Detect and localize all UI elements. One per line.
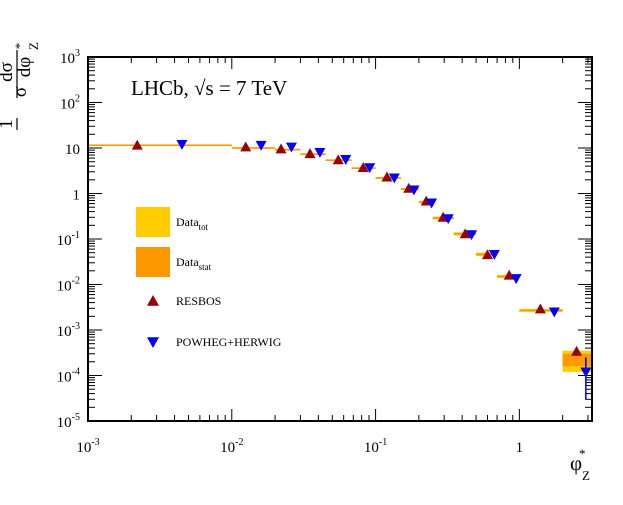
svg-text:LHCb, √s = 7 TeV: LHCb, √s = 7 TeV — [131, 76, 287, 100]
y-tick-label-base: 1 — [73, 188, 81, 204]
annotation-s: s — [206, 76, 214, 100]
powheg-point — [314, 148, 326, 158]
y-label-sigma: σ — [10, 87, 31, 97]
x-label-phi: φ — [570, 451, 582, 475]
y-tick-label-exp: -5 — [72, 412, 80, 423]
annotation-energy: = 7 TeV — [214, 76, 288, 100]
y-label-sub: Z — [26, 42, 41, 50]
y-axis-label: 1 σ dσ dφ * Z — [0, 42, 41, 130]
y-tick-label-base: 10 — [57, 324, 72, 340]
resbos-point — [381, 171, 393, 182]
legend-swatch — [136, 247, 170, 277]
resbos-point — [571, 345, 583, 356]
x-label-sup: * — [579, 446, 586, 461]
legend-label: Datastat — [176, 255, 212, 272]
resbos-point — [240, 141, 252, 152]
x-tick-label: 1 — [516, 440, 524, 456]
resbos-point — [304, 148, 316, 159]
y-tick-label-base: 10 — [57, 233, 72, 249]
powheg-point — [548, 307, 560, 318]
y-tick-label-exp: -4 — [72, 367, 80, 378]
y-tick-label: 10-4 — [57, 367, 80, 386]
x-tick-label: 10-3 — [76, 437, 99, 456]
y-tick-label: 102 — [60, 94, 80, 113]
y-tick-label: 10-3 — [57, 321, 80, 340]
legend-label: RESBOS — [176, 294, 221, 308]
resbos-point — [481, 249, 493, 260]
x-tick-label: 10-2 — [220, 437, 243, 456]
data-layer — [88, 139, 592, 400]
legend-label-text: POWHEG+HERWIG — [176, 335, 282, 349]
y-tick-label-base: 10 — [60, 51, 75, 67]
x-label-sub: Z — [582, 468, 590, 483]
powheg-point — [285, 142, 297, 153]
powheg-point — [408, 185, 420, 196]
y-tick-label-base: 10 — [60, 97, 75, 113]
y-tick-label: 103 — [60, 48, 80, 67]
legend-marker — [147, 337, 159, 348]
powheg-point — [510, 274, 522, 285]
y-tick-label-base: 10 — [57, 279, 72, 295]
y-tick-label-exp: -2 — [72, 276, 80, 287]
legend-label-text: Data — [176, 215, 199, 229]
legend-label-text: Data — [176, 255, 199, 269]
legend-label: Datatot — [176, 215, 209, 232]
powheg-point — [176, 139, 188, 150]
annotation-sqrt: √ — [194, 76, 206, 100]
plot-frame — [87, 56, 593, 422]
x-tick-label-exp: -2 — [235, 437, 243, 448]
legend-label-sub: stat — [199, 262, 212, 272]
legend-label: POWHEG+HERWIG — [176, 335, 282, 349]
experiment-annotation: LHCb, √s = 7 TeV — [131, 76, 287, 100]
legend-label-sub: tot — [199, 222, 209, 232]
y-tick-label-exp: 2 — [75, 94, 80, 105]
y-tick-label-exp: -3 — [72, 321, 80, 332]
legend-label-text: RESBOS — [176, 294, 221, 308]
y-label-sup: * — [12, 43, 27, 50]
resbos-point — [534, 303, 546, 314]
y-tick-label-exp: -1 — [72, 230, 80, 241]
powheg-point — [442, 214, 454, 225]
resbos-point — [131, 139, 143, 150]
y-tick-label: 10-1 — [57, 230, 80, 249]
y-tick-label-base: 10 — [65, 142, 80, 158]
y-tick-label: 10-5 — [57, 412, 80, 431]
resbos-point — [459, 228, 471, 239]
powheg-point — [388, 173, 400, 184]
legend-swatch — [136, 207, 170, 237]
powheg-point — [340, 155, 352, 165]
y-tick-label: 10-2 — [57, 276, 80, 295]
powheg-point — [426, 198, 438, 209]
resbos-point — [503, 269, 515, 280]
x-tick-label-base: 10 — [220, 440, 235, 456]
annotation-experiment: LHCb, — [131, 76, 194, 100]
y-label-dphi: dφ — [14, 57, 35, 78]
resbos-point — [332, 154, 344, 165]
resbos-point — [275, 143, 287, 154]
y-label-dsigma: dσ — [0, 62, 17, 82]
powheg-point — [255, 140, 267, 151]
legend-marker — [147, 295, 159, 306]
x-tick-label-base: 10 — [76, 440, 91, 456]
x-tick-label-exp: -1 — [379, 437, 387, 448]
powheg-point — [364, 163, 376, 174]
y-tick-label: 1 — [73, 188, 81, 204]
powheg-point — [488, 249, 500, 260]
powheg-point — [580, 367, 592, 378]
x-tick-label-base: 10 — [364, 440, 379, 456]
powheg-point — [466, 230, 478, 241]
x-tick-label-exp: -3 — [91, 437, 99, 448]
x-tick-label-base: 1 — [516, 440, 524, 456]
x-tick-label: 10-1 — [364, 437, 387, 456]
resbos-point — [357, 162, 369, 173]
y-tick-label-base: 10 — [57, 370, 72, 386]
y-tick-label-base: 10 — [57, 415, 72, 431]
x-axis-label: φ * Z — [570, 446, 590, 483]
y-label-one: 1 — [0, 119, 17, 129]
y-tick-label-exp: 3 — [75, 48, 80, 59]
y-tick-label: 10 — [65, 142, 80, 158]
